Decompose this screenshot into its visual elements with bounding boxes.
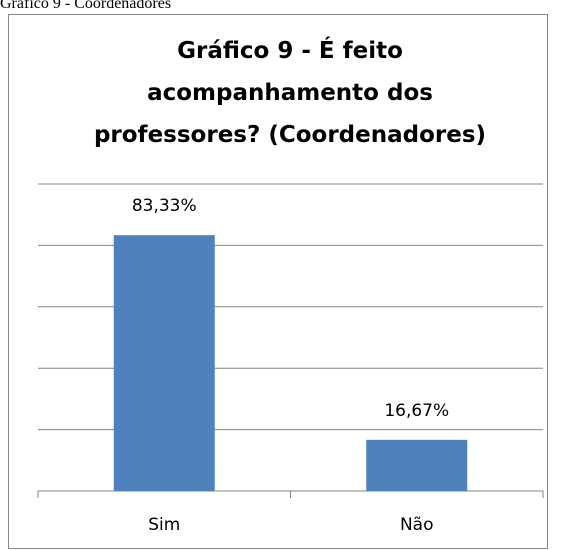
x-tick-label: Sim [148, 515, 180, 535]
x-tick-label: Não [400, 515, 434, 535]
chart-title: Gráfico 9 - É feito [177, 36, 403, 64]
bar [366, 439, 468, 491]
chart-title: professores? (Coordenadores) [94, 122, 486, 148]
bar [113, 235, 215, 491]
data-label: 83,33% [132, 196, 197, 216]
caption: Gráfico 9 - Coordenadores [0, 0, 171, 12]
data-label: 16,67% [384, 401, 449, 421]
chart-title: acompanhamento dos [147, 80, 433, 106]
